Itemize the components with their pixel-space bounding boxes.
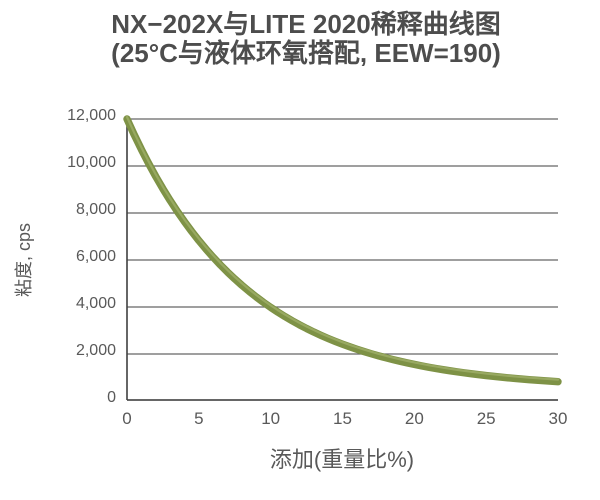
svg-text:4,000: 4,000 [76, 295, 116, 312]
svg-text:15: 15 [333, 409, 352, 428]
svg-text:粘度, cps: 粘度, cps [14, 223, 34, 297]
svg-text:8,000: 8,000 [76, 201, 116, 218]
svg-text:12,000: 12,000 [67, 107, 116, 124]
svg-text:2,000: 2,000 [76, 342, 116, 359]
svg-text:添加(重量比%): 添加(重量比%) [270, 447, 414, 472]
svg-text:6,000: 6,000 [76, 248, 116, 265]
svg-text:30: 30 [549, 409, 568, 428]
svg-text:5: 5 [194, 409, 203, 428]
svg-text:0: 0 [122, 409, 131, 428]
svg-text:10,000: 10,000 [67, 154, 116, 171]
svg-text:25: 25 [477, 409, 496, 428]
svg-text:0: 0 [107, 389, 116, 406]
svg-text:20: 20 [405, 409, 424, 428]
svg-text:10: 10 [261, 409, 280, 428]
